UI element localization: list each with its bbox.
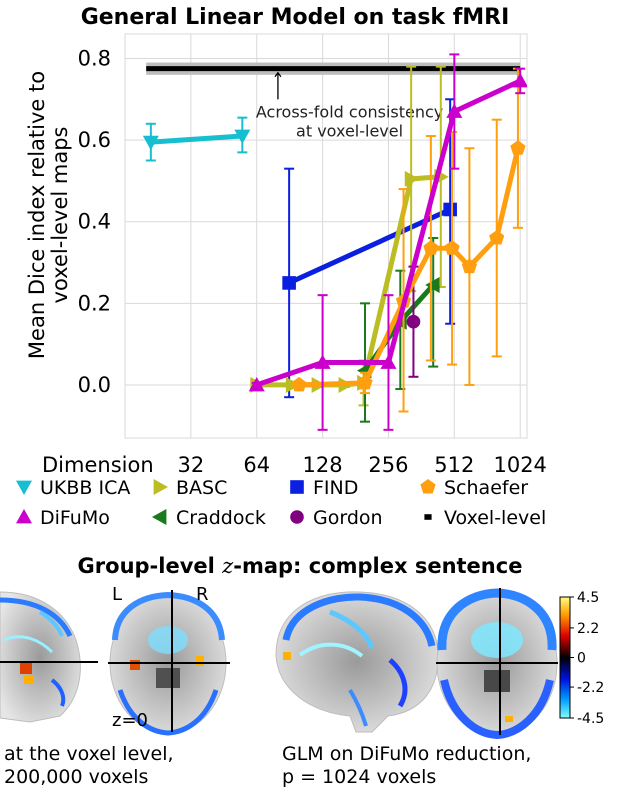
caption-difumo-line1: GLM on DiFuMo reduction, xyxy=(282,743,531,765)
legend-marker xyxy=(16,480,32,495)
data-point xyxy=(357,374,373,390)
difumo-brain-views xyxy=(275,588,558,740)
axial-view-voxel: L R z=0 xyxy=(108,584,230,736)
x-tick-label: 1024 xyxy=(493,453,546,477)
legend: UKBB ICA BASC FIND Schaefer DiFuMo Craddock Go… xyxy=(16,477,546,529)
right-hemisphere-label: R xyxy=(196,584,209,605)
legend-marker xyxy=(420,479,436,494)
caption-difumo-line2: p = 1024 voxels xyxy=(282,766,436,788)
legend-label: Voxel-level xyxy=(444,507,546,529)
colorbar: 4.5 2.2 0 -2.2 -4.5 xyxy=(559,590,604,727)
data-point xyxy=(248,376,265,392)
legend-item-craddock: Craddock xyxy=(152,507,266,529)
colorbar-tick-label: -2.2 xyxy=(577,680,604,696)
data-point xyxy=(314,354,331,369)
legend-marker xyxy=(16,509,32,524)
colorbar-tick-label: -4.5 xyxy=(577,711,604,727)
annotation-line1: Across-fold consistency xyxy=(256,102,443,121)
left-hemisphere-label: L xyxy=(112,584,122,605)
data-point xyxy=(446,103,463,118)
colorbar-ticks: 4.5 2.2 0 -2.2 -4.5 xyxy=(570,590,604,727)
data-point xyxy=(443,202,457,217)
x-tick-label: 256 xyxy=(368,453,408,477)
axial-view-difumo xyxy=(436,588,558,740)
series-difumo xyxy=(248,53,527,431)
legend-marker xyxy=(153,479,168,495)
x-axis-label: Dimension xyxy=(42,453,154,477)
data-point xyxy=(510,140,526,155)
colorbar-tick-label: 0 xyxy=(577,651,586,667)
data-point xyxy=(461,258,477,274)
plot-area xyxy=(124,33,528,439)
sagittal-view-voxel xyxy=(0,591,98,723)
legend-item-schaefer: Schaefer xyxy=(420,477,528,499)
y-tick-label: 0.6 xyxy=(78,128,111,152)
y-axis-label-line1: Mean Dice index relative to xyxy=(25,71,49,359)
x-tick-label: 64 xyxy=(243,453,270,477)
legend-marker xyxy=(424,514,432,520)
annotation-line2: at voxel-level xyxy=(296,121,403,140)
caption-voxel-line1: at the voxel level, xyxy=(4,743,174,765)
caption-voxel-line2: 200,000 voxels xyxy=(4,766,148,788)
chart-title: General Linear Model on task fMRI xyxy=(81,5,510,30)
legend-item-difumo: DiFuMo xyxy=(16,507,110,529)
y-tick-label: 0.0 xyxy=(78,373,111,397)
data-point xyxy=(142,135,159,151)
x-tick-label: 128 xyxy=(303,453,343,477)
legend-item-voxel-level: Voxel-level xyxy=(424,507,546,529)
y-tick-labels: 0.0 0.2 0.4 0.6 0.8 xyxy=(78,46,111,396)
data-point xyxy=(444,240,460,255)
consistency-annotation: Across-fold consistency at voxel-level xyxy=(256,71,443,140)
data-point xyxy=(425,276,440,293)
legend-label: Schaefer xyxy=(444,477,528,499)
series-line xyxy=(150,133,243,145)
y-tick-label: 0.4 xyxy=(78,210,111,234)
legend-label: UKBB ICA xyxy=(40,477,130,499)
series-schaefer xyxy=(291,67,526,413)
x-tick-labels: 32 64 128 256 512 1024 xyxy=(177,453,546,477)
colorbar-tick-label: 4.5 xyxy=(577,590,599,606)
legend-marker xyxy=(290,480,304,494)
legend-label: Craddock xyxy=(176,507,266,529)
x-tick-label: 32 xyxy=(177,453,204,477)
legend-label: Gordon xyxy=(313,507,383,529)
data-point xyxy=(291,376,307,392)
slice-label: z=0 xyxy=(112,710,148,731)
sagittal-view-difumo xyxy=(275,591,439,733)
data-point xyxy=(423,240,439,255)
colorbar-tick-label: 2.2 xyxy=(577,621,599,637)
legend-label: FIND xyxy=(313,477,358,499)
data-point xyxy=(406,314,421,329)
data-point xyxy=(282,276,296,290)
brain-panel-title: Group-level z-map: complex sentence xyxy=(78,554,523,578)
y-tick-label: 0.8 xyxy=(78,46,111,70)
voxel-level-reference xyxy=(146,62,521,75)
legend-item-find: FIND xyxy=(290,477,358,499)
legend-label: DiFuMo xyxy=(40,507,110,529)
data-point xyxy=(489,230,505,245)
legend-item-gordon: Gordon xyxy=(290,507,383,529)
data-point xyxy=(234,129,251,145)
series-ukbb-ica xyxy=(142,116,251,162)
y-tick-label: 0.2 xyxy=(78,291,111,315)
legend-item-basc: BASC xyxy=(153,477,227,499)
legend-marker xyxy=(290,510,304,524)
voxel-level-brain-views: L R z=0 xyxy=(0,584,230,736)
data-point xyxy=(512,72,527,88)
data-point xyxy=(380,354,397,369)
data-point xyxy=(404,170,420,187)
annotation-arrowhead xyxy=(274,71,282,78)
x-tick-label: 512 xyxy=(434,453,474,477)
legend-item-ukbb-ica: UKBB ICA xyxy=(16,477,130,499)
series-layer xyxy=(142,53,527,431)
y-axis-label-line2: voxel-level maps xyxy=(48,127,72,304)
legend-label: BASC xyxy=(176,477,227,499)
legend-marker xyxy=(152,509,167,525)
